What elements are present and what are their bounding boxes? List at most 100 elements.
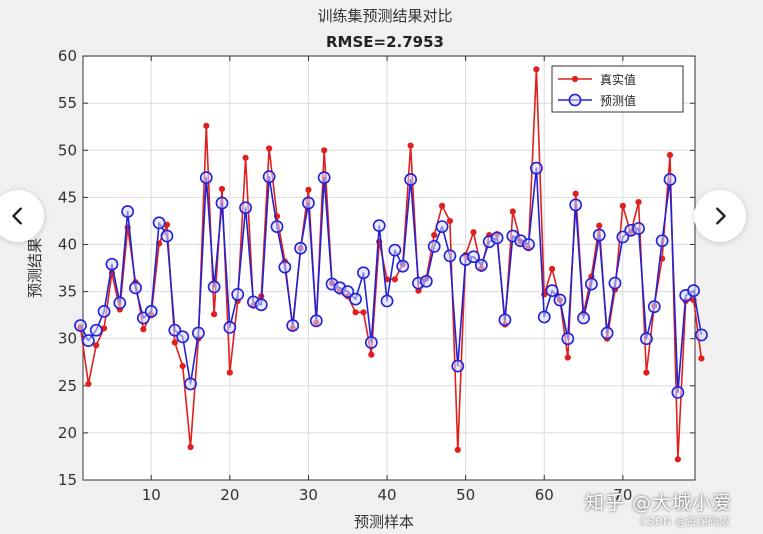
data-point-predicted xyxy=(286,319,300,332)
data-point-actual xyxy=(321,147,328,154)
data-point-actual xyxy=(431,231,438,239)
data-point-actual xyxy=(368,351,375,358)
next-image-button[interactable] xyxy=(694,190,746,242)
data-point-predicted xyxy=(671,385,685,399)
data-point-predicted xyxy=(443,249,457,263)
data-point-actual xyxy=(438,202,446,209)
data-point-predicted xyxy=(176,330,190,344)
legend-label-predicted: 预测值 xyxy=(600,93,636,108)
data-point-predicted xyxy=(396,259,410,273)
data-point-actual xyxy=(643,369,650,376)
data-point-predicted xyxy=(569,198,583,212)
data-point-actual xyxy=(93,342,100,349)
data-point-predicted xyxy=(600,326,614,340)
y-tick-label: 25 xyxy=(58,377,77,395)
data-point-actual xyxy=(266,145,273,152)
data-point-predicted xyxy=(388,243,402,257)
data-point-predicted xyxy=(467,250,480,264)
x-tick-label: 50 xyxy=(456,486,475,504)
data-point-predicted xyxy=(577,311,590,325)
data-point-predicted xyxy=(105,257,119,271)
data-point-actual xyxy=(533,66,540,73)
data-point-predicted xyxy=(655,234,669,248)
data-point-predicted xyxy=(144,304,158,318)
data-point-actual xyxy=(391,276,398,283)
data-point-predicted xyxy=(97,304,111,318)
data-point-predicted xyxy=(474,258,488,272)
y-tick-label: 55 xyxy=(58,94,77,112)
data-point-predicted xyxy=(278,260,292,274)
data-point-predicted xyxy=(160,229,174,243)
previous-image-button[interactable] xyxy=(0,190,44,242)
data-point-predicted xyxy=(223,320,237,334)
legend-marker-actual xyxy=(571,75,579,83)
data-point-actual xyxy=(140,326,147,333)
data-point-predicted xyxy=(537,310,551,324)
data-point-predicted xyxy=(585,277,598,291)
data-point-predicted xyxy=(349,292,362,306)
plot-background xyxy=(83,56,695,480)
y-tick-label: 15 xyxy=(58,471,77,489)
data-point-actual xyxy=(564,354,571,361)
data-point-predicted xyxy=(404,173,418,186)
plot-area: 15 20 25 30 35 40 45 50 55 60 10 20 30 40 50 60 70 xyxy=(58,47,708,504)
data-point-predicted xyxy=(341,285,355,298)
data-point-predicted xyxy=(89,323,103,337)
data-point-predicted xyxy=(262,170,276,184)
chevron-left-icon xyxy=(12,207,22,225)
watermark-sub: CSDN @资深码侬 xyxy=(640,515,730,528)
y-tick-label: 45 xyxy=(58,188,77,206)
data-point-predicted xyxy=(121,205,135,218)
data-point-predicted xyxy=(191,326,205,340)
data-point-actual xyxy=(596,222,603,229)
data-point-predicted xyxy=(215,196,229,210)
data-point-predicted xyxy=(561,332,575,346)
chart-title: 训练集预测结果对比 xyxy=(317,7,452,25)
y-tick-label: 60 xyxy=(58,47,77,65)
data-point-actual xyxy=(352,309,359,316)
y-tick-label: 35 xyxy=(58,283,77,301)
data-point-predicted xyxy=(663,173,677,186)
data-point-predicted xyxy=(553,293,567,307)
data-point-predicted xyxy=(207,280,221,294)
data-point-actual xyxy=(226,369,233,376)
x-tick-label: 30 xyxy=(299,486,318,504)
data-point-actual xyxy=(674,456,681,463)
data-point-actual xyxy=(549,265,556,273)
data-point-predicted xyxy=(380,294,394,308)
data-point-predicted xyxy=(231,288,245,301)
data-point-predicted xyxy=(239,201,252,215)
data-point-actual xyxy=(446,217,454,225)
data-point-predicted xyxy=(687,284,700,298)
y-tick-label: 20 xyxy=(58,424,77,442)
data-point-predicted xyxy=(695,328,708,342)
x-tick-label: 10 xyxy=(142,486,161,504)
data-point-actual xyxy=(509,208,516,215)
data-point-actual xyxy=(666,151,674,159)
data-point-actual xyxy=(454,446,461,453)
data-point-predicted xyxy=(427,239,441,253)
data-point-predicted xyxy=(113,296,127,310)
data-point-actual xyxy=(619,202,626,209)
data-point-predicted xyxy=(364,336,378,349)
legend-label-actual: 真实值 xyxy=(600,72,636,87)
data-point-predicted xyxy=(435,220,449,234)
data-point-predicted xyxy=(498,313,512,327)
data-point-predicted xyxy=(302,196,315,210)
x-tick-label: 20 xyxy=(220,486,239,504)
chevron-right-icon xyxy=(716,207,726,225)
data-point-predicted xyxy=(632,222,645,235)
data-point-actual xyxy=(85,380,92,388)
x-tick-label: 70 xyxy=(613,486,632,504)
data-point-predicted xyxy=(254,298,268,312)
data-point-predicted xyxy=(152,216,166,230)
x-tick-label: 40 xyxy=(377,486,396,504)
data-point-predicted xyxy=(129,281,142,295)
data-point-actual xyxy=(572,190,579,197)
data-point-predicted xyxy=(522,238,535,251)
data-point-predicted xyxy=(74,319,87,332)
chart-subtitle: RMSE=2.7953 xyxy=(326,33,444,51)
data-point-predicted xyxy=(357,266,370,280)
data-point-actual xyxy=(171,339,178,346)
